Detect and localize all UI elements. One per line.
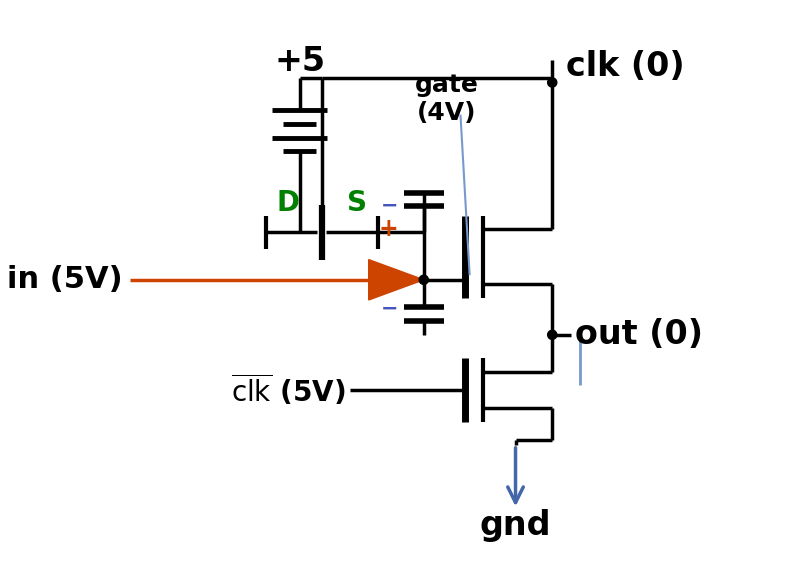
Text: gnd: gnd — [480, 509, 551, 542]
Text: +5: +5 — [274, 45, 326, 78]
Text: D: D — [277, 189, 300, 217]
Text: S: S — [347, 189, 367, 217]
Text: +: + — [378, 272, 398, 296]
Circle shape — [419, 275, 428, 285]
Text: in (5V): in (5V) — [7, 265, 122, 294]
Text: gate
(4V): gate (4V) — [414, 73, 478, 125]
Text: $\overline{\mathrm{clk}}$ (5V): $\overline{\mathrm{clk}}$ (5V) — [231, 372, 346, 408]
Circle shape — [548, 330, 557, 340]
Text: −: − — [381, 298, 398, 318]
Text: clk (0): clk (0) — [566, 51, 685, 83]
Text: +: + — [378, 218, 398, 241]
Circle shape — [548, 78, 557, 87]
Text: out (0): out (0) — [575, 318, 703, 352]
Text: −: − — [381, 195, 398, 215]
Polygon shape — [369, 260, 424, 300]
